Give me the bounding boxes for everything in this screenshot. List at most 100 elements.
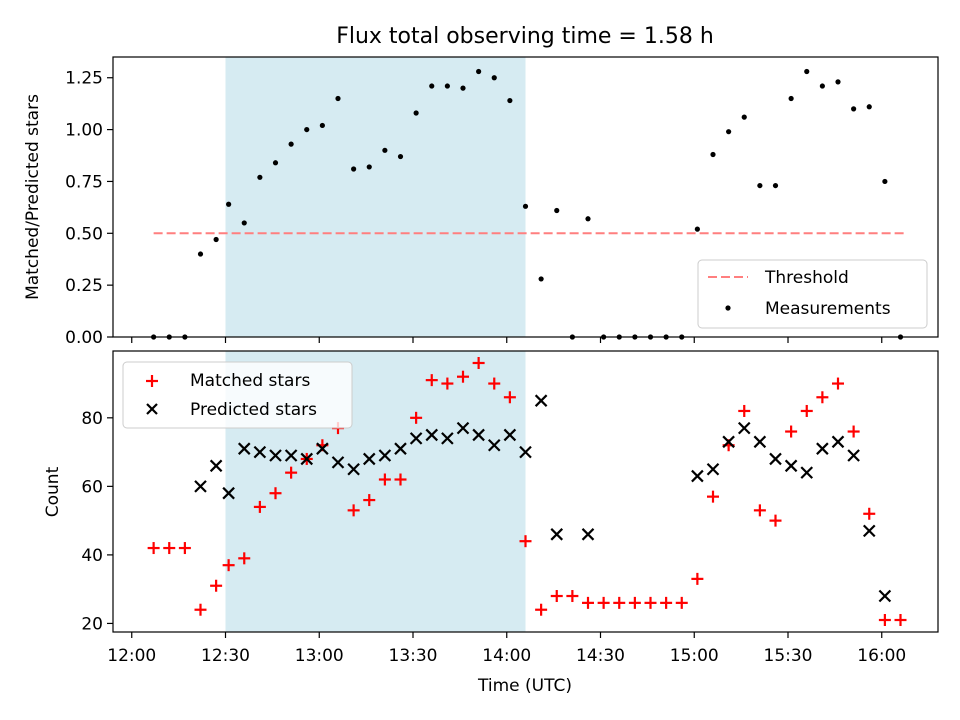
legend-matched-swatch: [146, 375, 158, 387]
matched-star-marker: [769, 514, 782, 527]
measurement-point: [272, 160, 279, 166]
measurement-point: [288, 141, 294, 147]
predicted-star-marker: [800, 466, 814, 479]
matched-star-marker: [457, 370, 469, 383]
matched-star-marker: [238, 552, 251, 565]
top-legend: Threshold Measurements: [697, 259, 928, 329]
x-tick-label: 14:00: [482, 646, 531, 666]
bottom-y-tick-label: 80: [81, 409, 103, 429]
predicted-star-marker: [300, 452, 314, 466]
x-tick-label: 14:30: [576, 646, 625, 666]
top-y-tick-label: 0.75: [65, 172, 103, 192]
predicted-star-marker: [503, 428, 517, 442]
measurement-point: [585, 216, 591, 222]
predicted-star-marker: [269, 449, 282, 462]
measurement-point: [772, 182, 779, 189]
measurement-point: [304, 126, 310, 133]
predicted-star-marker: [831, 435, 845, 449]
measurement-point: [804, 68, 810, 75]
matched-star-marker: [363, 494, 376, 507]
measurement-point: [397, 153, 404, 160]
top-y-tick-label: 1.00: [65, 121, 103, 141]
measurement-point: [476, 68, 482, 75]
measurement-point: [835, 79, 841, 85]
predicted-star-marker: [194, 480, 207, 493]
predicted-star-marker: [209, 459, 223, 473]
bottom-plot-frame: [112, 350, 939, 633]
matched-star-marker: [753, 504, 766, 517]
x-tick-label: 13:00: [295, 646, 344, 666]
predicted-star-marker: [253, 445, 267, 459]
measurement-point: [444, 83, 450, 89]
measurement-point: [522, 203, 529, 209]
figure-title: Flux total observing time = 1.58 h: [336, 24, 714, 49]
top-y-tick-label: 1.25: [65, 69, 103, 89]
measurement-point: [866, 104, 872, 110]
matched-star-marker: [738, 404, 751, 417]
matched-star-marker: [878, 614, 891, 627]
matched-star-marker: [785, 425, 798, 438]
matched-star-marker: [535, 603, 548, 616]
measurement-point: [507, 97, 513, 104]
predicted-star-marker: [316, 442, 329, 455]
matched-star-marker: [550, 590, 563, 603]
matched-star-marker: [472, 356, 485, 369]
measurement-point: [819, 83, 825, 89]
matched-star-marker: [597, 596, 610, 609]
measurement-point: [366, 164, 372, 170]
bottom-legend: Matched stars Predicted stars: [122, 361, 353, 429]
matched-star-marker: [194, 603, 207, 616]
predicted-star-marker: [331, 456, 345, 469]
bottom-y-tick-label: 20: [81, 614, 103, 634]
measurement-point: [694, 226, 700, 232]
legend-matched-label: Matched stars: [190, 371, 310, 391]
predicted-star-marker: [409, 432, 423, 445]
predicted-star-marker: [862, 524, 876, 538]
measurement-point: [382, 147, 388, 153]
bottom-y-axis-label: Count: [43, 466, 63, 517]
matched-star-marker: [410, 411, 423, 424]
x-axis-label: Time (UTC): [477, 676, 572, 696]
predicted-star-marker: [472, 428, 485, 442]
measurement-point: [213, 236, 219, 243]
measurement-point: [226, 201, 232, 207]
matched-star-marker: [503, 391, 516, 404]
measurement-point: [257, 174, 263, 180]
matched-star-marker: [800, 404, 813, 417]
matched-star-marker: [582, 596, 594, 609]
matched-star-marker: [566, 590, 579, 603]
predicted-star-marker: [722, 435, 735, 449]
matched-star-marker: [832, 377, 844, 390]
bottom-panel: 20 40 60 80 12:00 12:30 13:00 13:30 14:00 14:30 1…: [43, 350, 939, 696]
predicted-star-marker: [222, 486, 235, 500]
matched-star-marker: [644, 596, 657, 609]
measurement-point: [741, 114, 747, 120]
matched-star-marker: [613, 596, 626, 609]
bottom-y-tick-label: 60: [81, 477, 103, 497]
x-tick-label: 15:00: [670, 646, 719, 666]
predicted-star-marker: [441, 432, 454, 445]
predicted-star-marker: [878, 589, 892, 603]
predicted-star-marker: [784, 459, 798, 473]
measurement-point: [851, 106, 857, 112]
predicted-star-marker: [753, 435, 767, 449]
top-shaded-region: [225, 57, 526, 337]
predicted-star-marker: [456, 421, 470, 435]
matched-star-marker: [285, 466, 298, 479]
predicted-star-marker: [769, 452, 782, 466]
top-legend-box: [697, 259, 928, 329]
matched-star-marker: [488, 377, 501, 390]
x-tick-label: 15:30: [764, 646, 813, 666]
predicted-star-marker: [487, 438, 501, 452]
predicted-star-marker: [816, 442, 829, 455]
matched-star-marker: [269, 487, 282, 500]
predicted-star-marker: [737, 421, 751, 435]
matched-star-marker: [660, 596, 673, 609]
matched-star-marker: [425, 374, 438, 387]
top-y-tick-label: 0.00: [65, 328, 103, 348]
predicted-star-marker: [394, 442, 407, 455]
legend-predicted-swatch: [146, 403, 158, 415]
matched-star-marker: [894, 614, 907, 627]
measurement-point: [710, 151, 716, 158]
measurement-point: [726, 129, 732, 135]
